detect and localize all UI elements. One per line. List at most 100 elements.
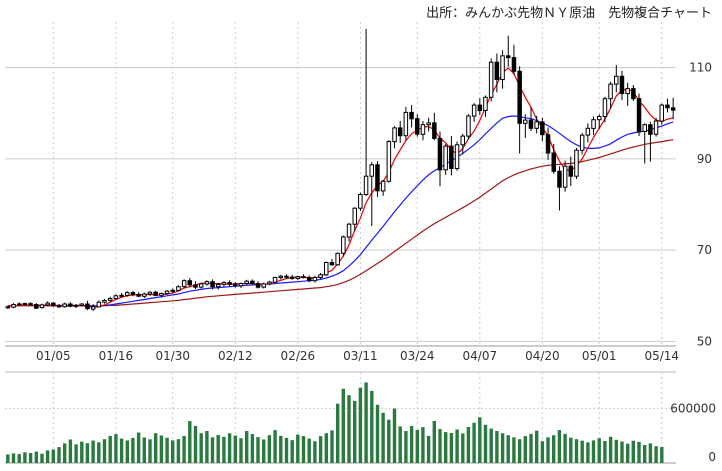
candle-body <box>147 291 153 295</box>
volume-bar <box>540 441 545 463</box>
candle-body <box>534 121 539 129</box>
volume-bar <box>546 437 550 463</box>
candle-body <box>585 127 591 136</box>
candle-body <box>437 137 443 171</box>
volume-bar <box>23 452 27 463</box>
volume-bar <box>97 442 101 463</box>
candle-body <box>409 111 414 120</box>
volume-bar <box>91 440 95 463</box>
volume-bar <box>489 428 493 463</box>
candle-body <box>238 283 244 287</box>
candle-body <box>523 119 528 124</box>
candle-body <box>545 134 551 154</box>
candle-body <box>181 280 187 288</box>
volume-bar <box>301 436 306 463</box>
volume-bar <box>290 440 294 463</box>
candle-body <box>289 276 295 280</box>
volume-bar <box>643 445 647 463</box>
volume-bar <box>28 453 33 463</box>
volume-bar <box>210 437 215 463</box>
volume-bar <box>182 435 186 463</box>
volume-bar <box>114 434 118 463</box>
candle-body <box>494 61 500 80</box>
candle-body <box>130 292 136 295</box>
volume-bar <box>364 382 368 463</box>
candle-body <box>301 276 306 279</box>
candle-body <box>619 75 625 95</box>
x-tick-label: 04/07 <box>463 349 498 363</box>
candle-body <box>272 277 278 283</box>
volume-bar <box>358 387 363 463</box>
candle-body <box>329 262 335 266</box>
volume-bar <box>415 429 419 463</box>
candle-body <box>380 180 386 192</box>
candle-body <box>68 303 73 307</box>
volume-bar <box>370 390 374 463</box>
volume-bar <box>199 433 203 463</box>
volume-bar <box>142 437 146 463</box>
volume-bar <box>188 421 192 463</box>
candle-body <box>136 293 141 297</box>
candle-body <box>107 298 113 301</box>
volume-bar <box>216 435 220 463</box>
candle-body <box>227 282 232 285</box>
candle-body <box>142 293 147 297</box>
candle-body <box>403 111 409 137</box>
candle-body <box>386 141 392 182</box>
volume-bar <box>404 431 408 463</box>
volume-bar <box>444 432 448 463</box>
candle-body <box>636 98 642 133</box>
candle-body <box>415 118 420 135</box>
candle-body <box>375 164 380 192</box>
volume-bar <box>608 436 613 463</box>
candle-body <box>540 121 545 136</box>
x-tick-label: 05/14 <box>644 349 679 363</box>
volume-bar <box>34 451 38 463</box>
volume-bar <box>421 427 425 463</box>
candle-body <box>312 277 318 282</box>
volume-bar <box>284 437 289 463</box>
volume-bar <box>552 435 556 463</box>
volume-bar <box>557 430 562 463</box>
price-y-tick-label: 50 <box>697 334 712 348</box>
volume-bar <box>523 436 527 463</box>
volume-bar <box>313 441 317 463</box>
candle-body <box>488 61 494 98</box>
volume-bar <box>324 433 328 463</box>
volume-bar <box>307 438 311 463</box>
volume-bar <box>517 439 522 463</box>
candle-body <box>28 303 33 306</box>
volume-bar <box>347 395 351 463</box>
volume-bar <box>136 432 141 463</box>
volume-bar <box>438 429 442 463</box>
price-y-tick-label: 70 <box>697 243 712 257</box>
volume-bar <box>63 443 67 463</box>
candle-body <box>267 281 272 285</box>
x-tick-label: 04/20 <box>525 349 560 363</box>
candle-body <box>506 55 511 59</box>
volume-bar <box>426 435 431 463</box>
x-tick-label: 02/12 <box>218 349 253 363</box>
candle-body <box>176 286 181 291</box>
volume-bar <box>222 436 226 463</box>
x-tick-label: 03/11 <box>343 349 378 363</box>
volume-bar <box>472 422 476 463</box>
volume-bar <box>273 430 277 463</box>
volume-bar <box>330 430 334 463</box>
candle-body <box>528 119 534 129</box>
volume-bar <box>392 408 397 463</box>
volume-bar <box>239 438 243 463</box>
candle-body <box>551 152 556 172</box>
candle-body <box>369 164 374 177</box>
volume-bar <box>461 433 465 463</box>
candle-body <box>62 303 67 308</box>
candle-body <box>397 127 403 137</box>
candle-body <box>602 98 608 117</box>
x-tick-label: 01/16 <box>99 349 134 363</box>
volume-bar <box>341 388 345 463</box>
x-tick-label: 01/30 <box>155 349 190 363</box>
candle-body <box>278 275 283 279</box>
volume-bar <box>267 435 272 463</box>
volume-bar <box>154 433 158 463</box>
